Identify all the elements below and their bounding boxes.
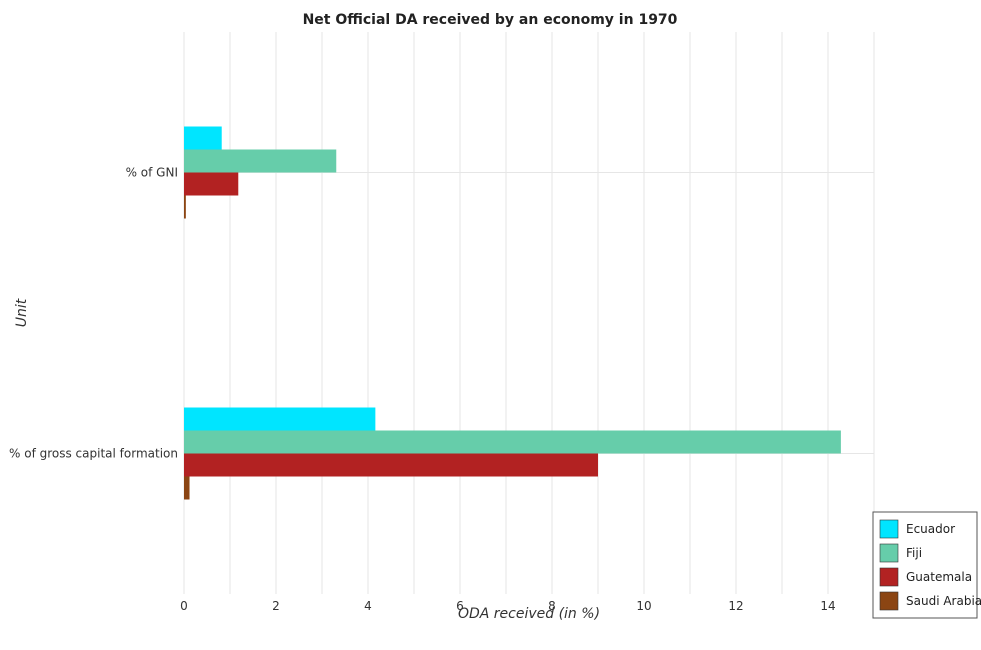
legend-swatch	[879, 519, 899, 539]
x-axis-ticks: 0 2 4 6 8 10 12 14	[180, 599, 835, 613]
y-tick-label: % of gross capital formation	[9, 447, 178, 461]
legend-label: Ecuador	[906, 522, 955, 536]
legend-label: Saudi Arabia	[906, 594, 981, 608]
x-tick-label: 14	[820, 599, 835, 613]
legend-label: Fiji	[906, 546, 922, 560]
chart-title: Net Official DA received by an economy i…	[303, 12, 678, 28]
bar	[184, 476, 190, 500]
y-axis-ticks: % of GNI % of gross capital formation	[9, 166, 178, 461]
x-tick-label: 10	[636, 599, 651, 613]
bar	[184, 149, 337, 173]
x-tick-label: 12	[728, 599, 743, 613]
x-tick-label: 8	[548, 599, 556, 613]
bar	[184, 126, 222, 150]
legend-swatch	[879, 591, 899, 611]
legend: Ecuador Fiji Guatemala Saudi Arabia	[872, 511, 981, 619]
y-tick-label: % of GNI	[126, 166, 178, 180]
x-tick-label: 0	[180, 599, 188, 613]
x-tick-label: 2	[272, 599, 280, 613]
legend-swatch	[879, 543, 899, 563]
bars	[184, 126, 841, 500]
x-axis-label: ODA received (in %)	[458, 606, 600, 622]
bar	[184, 172, 239, 196]
plot-area	[184, 32, 874, 594]
y-axis-label: Unit	[14, 298, 30, 327]
x-tick-label: 4	[364, 599, 372, 613]
legend-label: Guatemala	[906, 570, 972, 584]
bar	[184, 195, 186, 219]
bar	[184, 407, 376, 431]
bar	[184, 430, 841, 454]
legend-swatch	[879, 567, 899, 587]
bar	[184, 453, 598, 477]
x-tick-label: 6	[456, 599, 464, 613]
